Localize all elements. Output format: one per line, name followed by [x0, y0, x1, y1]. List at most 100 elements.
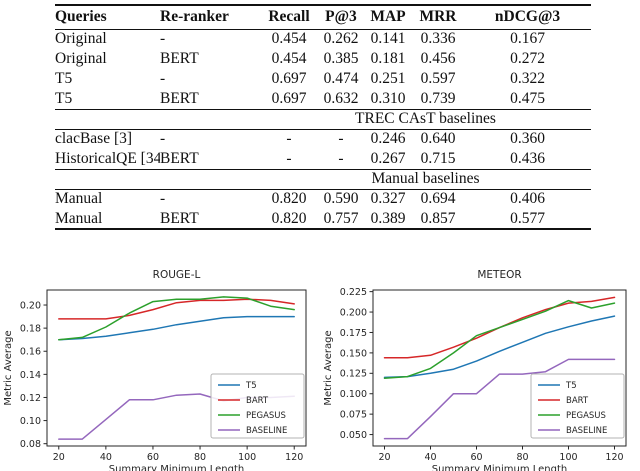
table-cell: -: [160, 130, 166, 148]
table-row: Manual - 0.820 0.590 0.327 0.694 0.406: [55, 189, 591, 209]
y-tick-label: 0.18: [20, 324, 41, 335]
x-tick-label: 100: [559, 452, 577, 463]
table-cell: -: [286, 149, 292, 167]
table-cell: 0.267: [370, 149, 406, 167]
table-cell: -: [338, 130, 344, 148]
column-header: nDCG@3: [494, 8, 561, 26]
table-cell: 0.167: [510, 30, 545, 48]
column-header: MRR: [419, 8, 457, 26]
table-cell: 0.694: [420, 190, 456, 208]
plot-frame: [46, 289, 307, 447]
table-cell: -: [160, 190, 166, 208]
table-row: Original BERT 0.454 0.385 0.181 0.456 0.272: [55, 49, 591, 69]
table-cell: 0.272: [510, 50, 545, 67]
table-cell: 0.597: [420, 70, 456, 87]
table-cell: 0.820: [271, 190, 307, 208]
table-cell: 0.389: [370, 209, 406, 227]
table-cell: Original: [55, 30, 107, 48]
series-line-baseline: [383, 358, 616, 440]
y-tick-label: 0.175: [340, 328, 367, 339]
x-tick-label: 80: [194, 452, 206, 463]
legend-label: BART: [246, 396, 269, 406]
table-cell: clacBase [3]: [55, 130, 133, 148]
y-tick-label: 0.12: [20, 393, 41, 404]
results-table-header: Queries Re-ranker Recall P@3 MAP MRR nDCG@3: [55, 5, 591, 29]
table-cell: -: [160, 70, 166, 87]
results-table: Queries Re-ranker Recall P@3 MAP MRR nDCG@3 Or…: [55, 4, 591, 230]
table-cell: 0.454: [271, 30, 307, 48]
legend-box: [530, 373, 625, 439]
table-cell: Manual: [55, 190, 103, 208]
y-tick-label: 0.14: [20, 370, 41, 381]
table-cell: -: [286, 130, 292, 148]
table-row: clacBase [3] - - - 0.246 0.640 0.360: [55, 129, 591, 149]
table-cell: BERT: [160, 209, 199, 227]
chart-title: METEOR: [477, 269, 521, 281]
table-cell: 0.360: [510, 130, 545, 148]
table-cell: 0.739: [420, 89, 456, 107]
table-cell: 0.322: [510, 70, 545, 87]
table-row: T5 - 0.697 0.474 0.251 0.597 0.322: [55, 69, 591, 89]
table-cell: 0.640: [420, 130, 456, 148]
table-cell: 0.456: [420, 50, 456, 67]
table-cell: 0.697: [271, 89, 307, 107]
x-tick-label: 20: [53, 452, 65, 463]
y-tick-label: 0.100: [340, 389, 367, 400]
table-cell: -: [338, 149, 344, 167]
figure-charts: 20 40 60 80 100 120 0.08 0.10 0.12 0.14 0.16 0.18 0.…: [0, 260, 640, 471]
table-cell: 0.757: [323, 209, 359, 227]
table-cell: 0.141: [370, 30, 406, 48]
table-cell: Original: [55, 50, 107, 67]
table-cell: 0.632: [323, 89, 359, 107]
x-axis-label: Summary Minimum Length: [432, 464, 568, 471]
section-spacer: [55, 109, 260, 129]
section-label: Manual baselines: [371, 170, 480, 187]
table-cell: 0.436: [510, 149, 545, 167]
table-cell: 0.181: [370, 50, 406, 67]
x-axis-label: Summary Minimum Length: [109, 464, 245, 471]
column-header: Queries: [55, 8, 107, 26]
table-cell: 0.327: [370, 190, 406, 208]
x-tick-label: 40: [424, 452, 436, 463]
table-section-row: TREC CAsT baselines: [55, 109, 591, 129]
y-tick-label: 0.200: [340, 307, 367, 318]
y-tick-label: 0.20: [20, 300, 41, 311]
series-line-t5: [383, 315, 616, 379]
y-axis-label: Metric Average: [323, 330, 334, 405]
chart-title: ROUGE-L: [153, 269, 201, 281]
x-tick-label: 40: [100, 452, 112, 463]
table-row: Manual BERT 0.820 0.757 0.389 0.857 0.577: [55, 209, 591, 229]
table-cell: 0.474: [323, 70, 359, 87]
y-tick-label: 0.150: [340, 348, 367, 359]
header-row: Queries Re-ranker Recall P@3 MAP MRR nDCG@3: [55, 5, 591, 29]
legend-label: T5: [245, 381, 257, 391]
legend-label: BART: [566, 396, 589, 406]
legend-label: BASELINE: [246, 426, 287, 436]
table-row: T5 BERT 0.697 0.632 0.310 0.739 0.475: [55, 89, 591, 109]
series-line-pegasus: [58, 296, 295, 341]
section-label: TREC CAsT baselines: [355, 110, 496, 127]
table-cell: 0.697: [271, 70, 307, 87]
meteor-plot: 20 40 60 80 100 120 0.050 0.075 0.100 0.125 0.150 0…: [323, 269, 627, 471]
x-tick-label: 80: [516, 452, 528, 463]
series-line-t5: [58, 315, 295, 341]
x-tick-label: 60: [470, 452, 482, 463]
y-tick-label: 0.075: [340, 410, 367, 421]
y-tick-label: 0.16: [20, 347, 41, 358]
y-tick-label: 0.08: [20, 439, 41, 450]
series-line-pegasus: [383, 299, 616, 379]
table-cell: 0.262: [323, 30, 359, 48]
table-cell: 0.336: [420, 30, 456, 48]
table-cell: HistoricalQE [34]: [55, 149, 160, 167]
rouge-l-chart: 20 40 60 80 100 120 0.08 0.10 0.12 0.14 0.16 0.18 0.…: [0, 260, 320, 471]
table-cell: 0.385: [323, 50, 359, 67]
table-section-row: Manual baselines: [55, 169, 591, 189]
column-header: Recall: [268, 8, 310, 26]
table-cell: Manual: [55, 209, 103, 227]
column-header: Re-ranker: [160, 8, 229, 26]
table-row: Original - 0.454 0.262 0.141 0.336 0.167: [55, 29, 591, 49]
table-row: HistoricalQE [34] BERT - - 0.267 0.715 0.436: [55, 149, 591, 169]
table-cell: 0.406: [510, 190, 545, 208]
table-cell: 0.577: [510, 209, 545, 227]
y-tick-label: 0.225: [340, 287, 367, 298]
